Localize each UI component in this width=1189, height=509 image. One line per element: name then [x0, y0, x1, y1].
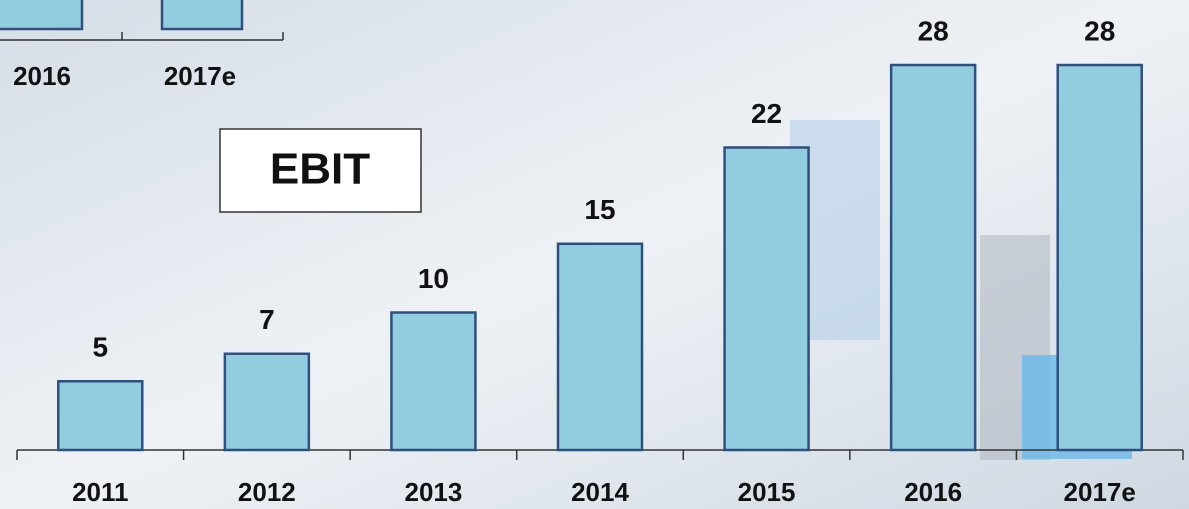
bar	[1056, 63, 1143, 452]
bar	[889, 63, 977, 452]
bar	[556, 242, 644, 452]
value-label: 5	[92, 332, 108, 363]
x-tick-label: 2016	[904, 477, 962, 507]
bar	[223, 352, 311, 452]
x-tick-label: 2014	[571, 477, 629, 507]
x-tick-label: 2012	[238, 477, 296, 507]
value-label: 15	[584, 194, 615, 225]
cropped-bar	[160, 0, 244, 31]
x-tick-label: 2017e	[164, 61, 236, 91]
x-tick-label: 2017e	[1064, 477, 1136, 507]
value-label: 10	[418, 263, 449, 294]
chart-title: EBIT	[270, 145, 370, 194]
cropped-bar	[0, 0, 84, 31]
bar	[390, 311, 477, 452]
x-tick-label: 2011	[72, 477, 128, 507]
value-label: 28	[918, 15, 949, 46]
x-tick-label: 2013	[405, 477, 463, 507]
x-tick-label: 2016	[13, 61, 71, 91]
title-box	[219, 128, 422, 213]
bar	[57, 380, 144, 452]
value-label: 28	[1084, 15, 1115, 46]
bar	[723, 146, 810, 452]
value-label: 7	[259, 304, 275, 335]
value-label: 22	[751, 98, 782, 129]
x-tick-label: 2015	[738, 477, 796, 507]
